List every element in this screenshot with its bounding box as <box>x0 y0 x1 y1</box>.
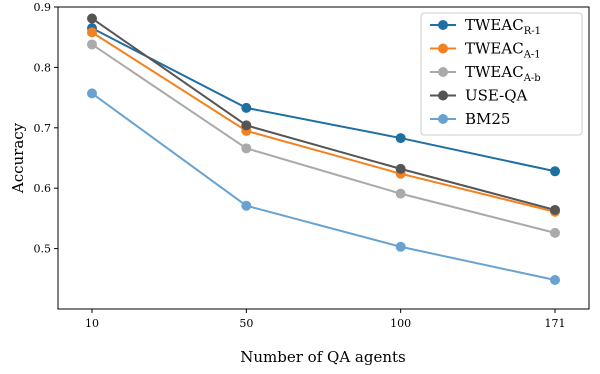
data-point <box>241 200 252 211</box>
legend-label-name: TWEAC <box>465 40 524 58</box>
data-point <box>395 188 406 199</box>
legend-label-subscript: A-1 <box>523 50 541 61</box>
x-tick-label: 100 <box>390 317 411 330</box>
data-point <box>550 166 560 177</box>
data-point <box>550 275 560 286</box>
legend-box <box>420 12 583 136</box>
legend-marker <box>438 20 448 30</box>
data-point <box>550 227 560 238</box>
legend-marker <box>438 43 448 54</box>
legend-label-name: BM25 <box>465 110 510 128</box>
x-tick-label: 10 <box>85 317 99 330</box>
series-3 <box>87 13 560 215</box>
legend-label-subscript: R-1 <box>524 26 541 37</box>
series-0 <box>87 23 560 177</box>
x-tick-label: 50 <box>239 317 253 330</box>
data-point <box>241 143 252 154</box>
data-point <box>241 102 252 113</box>
series-line <box>91 27 556 173</box>
data-point <box>87 13 97 24</box>
series-line <box>91 92 556 281</box>
data-point <box>241 120 252 131</box>
y-tick-label: 0.7 <box>34 122 52 135</box>
x-axis: 10 50 100 171 <box>85 309 566 330</box>
data-point <box>395 133 406 144</box>
legend-label-name: TWEAC <box>465 16 524 34</box>
legend-label: BM25 <box>465 110 510 128</box>
legend-label: TWEACR-1 <box>465 16 541 37</box>
data-point <box>87 39 97 50</box>
series-line <box>91 17 556 211</box>
x-axis-title: Number of QA agents <box>240 348 405 366</box>
x-tick-label: 171 <box>545 317 566 330</box>
series-line <box>91 31 556 213</box>
legend-label: TWEACA-1 <box>465 40 541 61</box>
legend-label-name: USE-QA <box>465 87 528 105</box>
legend-label-subscript: A-b <box>523 73 541 84</box>
series-line <box>91 43 556 234</box>
legend-marker <box>438 114 448 124</box>
y-axis-title: Accuracy <box>9 122 27 194</box>
y-tick-label: 0.6 <box>34 182 52 195</box>
series-4 <box>87 88 560 286</box>
legend-marker <box>438 90 448 101</box>
data-point <box>550 204 560 215</box>
y-tick-label: 0.5 <box>34 243 52 256</box>
data-point <box>395 163 406 174</box>
legend-marker <box>438 67 448 77</box>
y-tick-label: 0.8 <box>34 61 52 74</box>
series-layer <box>87 13 560 286</box>
legend-label: USE-QA <box>465 87 528 105</box>
legend-label: TWEACA-b <box>465 63 541 84</box>
y-tick-label: 0.9 <box>34 1 52 14</box>
series-2 <box>87 39 560 238</box>
data-point <box>87 27 97 38</box>
data-point <box>395 241 406 252</box>
legend-label-name: TWEAC <box>465 63 524 81</box>
y-axis: 0.5 0.6 0.7 0.8 0.9 <box>34 1 58 256</box>
data-point <box>87 88 97 99</box>
